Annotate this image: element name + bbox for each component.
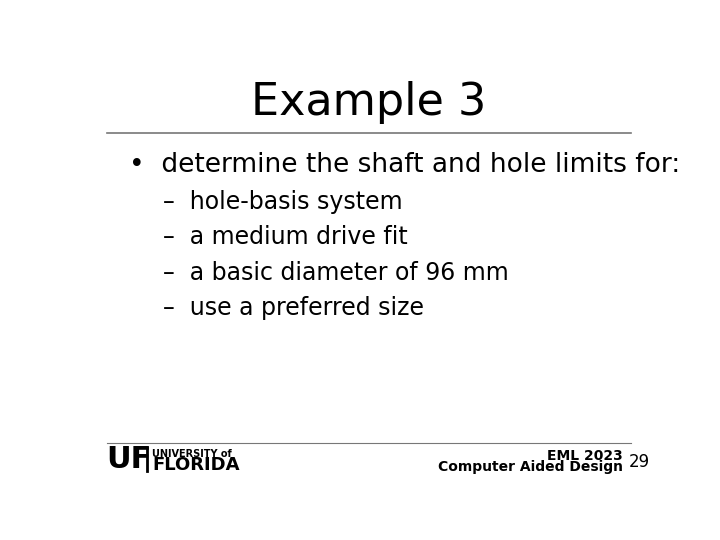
Text: 29: 29 <box>629 453 650 471</box>
Text: FLORIDA: FLORIDA <box>153 456 240 474</box>
Text: –  use a preferred size: – use a preferred size <box>163 296 423 320</box>
Text: UF: UF <box>107 446 152 474</box>
Text: –  a medium drive fit: – a medium drive fit <box>163 225 408 249</box>
Text: Computer Aided Design: Computer Aided Design <box>438 460 623 474</box>
Text: EML 2023: EML 2023 <box>547 449 623 463</box>
Text: •  determine the shaft and hole limits for:: • determine the shaft and hole limits fo… <box>129 152 680 178</box>
Text: UNIVERSITY of: UNIVERSITY of <box>153 449 233 459</box>
Text: –  hole-basis system: – hole-basis system <box>163 190 402 214</box>
Text: Example 3: Example 3 <box>251 80 487 124</box>
Text: –  a basic diameter of 96 mm: – a basic diameter of 96 mm <box>163 261 508 285</box>
